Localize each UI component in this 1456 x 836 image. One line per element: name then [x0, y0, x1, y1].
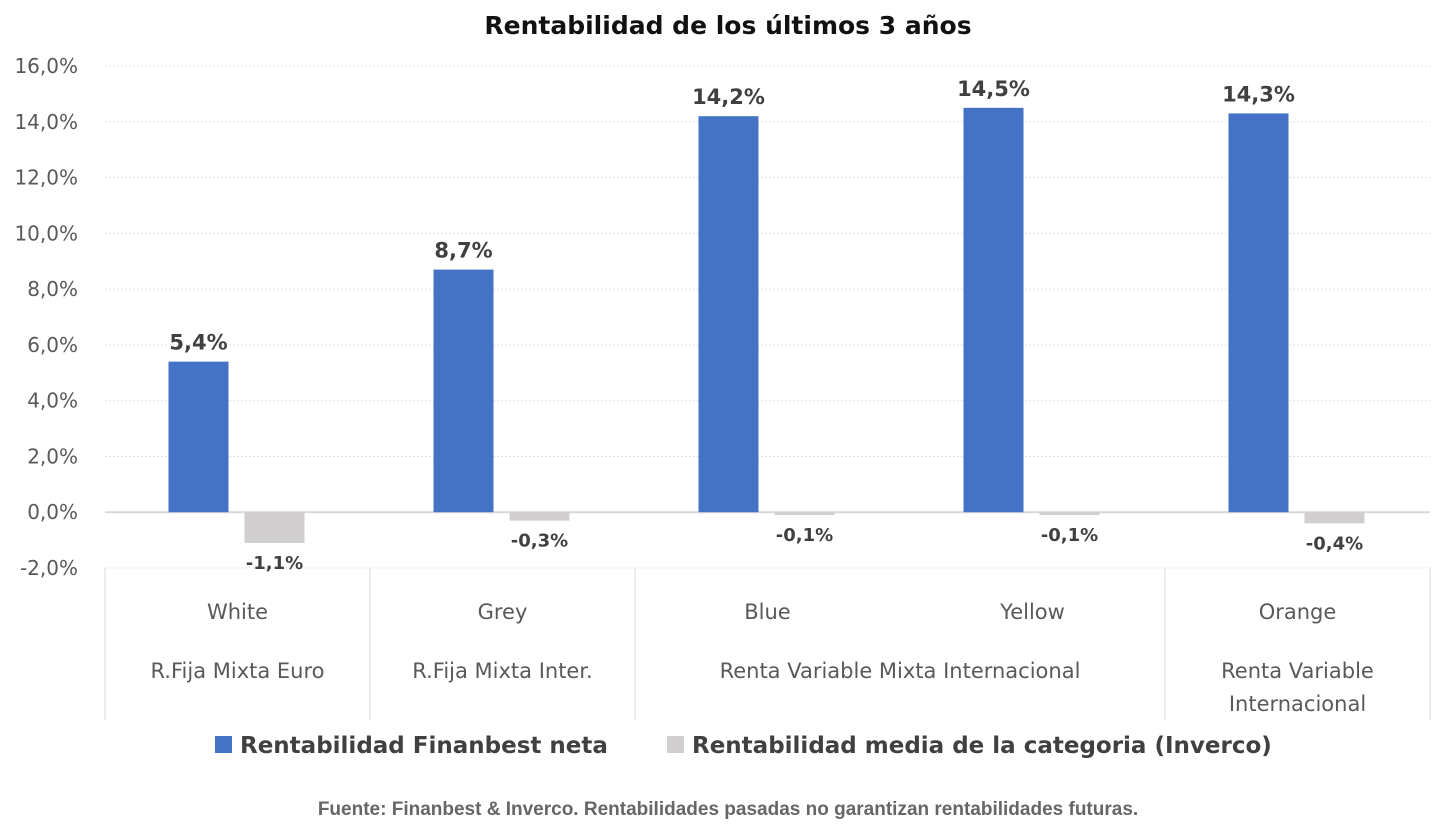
bar-finanbest	[433, 269, 494, 513]
y-tick-label: 8,0%	[27, 277, 78, 301]
data-label: 14,2%	[692, 85, 765, 109]
y-tick-label: -2,0%	[20, 556, 78, 580]
data-label: 8,7%	[434, 239, 492, 263]
data-label: -0,1%	[776, 525, 833, 546]
footer-source: Fuente: Finanbest & Inverco. Rentabilida…	[318, 799, 1138, 820]
legend-label: Rentabilidad Finanbest neta	[240, 733, 608, 759]
y-tick-label: 0,0%	[27, 500, 78, 524]
y-tick-label: 10,0%	[14, 221, 78, 245]
data-label: 5,4%	[169, 331, 227, 355]
bar-inverco	[774, 512, 835, 516]
bar-inverco	[509, 512, 570, 521]
group-label: R.Fija Mixta Inter.	[412, 659, 592, 683]
y-tick-label: 2,0%	[27, 444, 78, 468]
bar-finanbest	[168, 361, 229, 513]
category-label: Grey	[478, 600, 528, 624]
category-label: Orange	[1259, 600, 1337, 624]
bar-finanbest	[1228, 113, 1289, 513]
category-label: White	[207, 600, 268, 624]
legend-label: Rentabilidad media de la categoria (Inve…	[692, 733, 1272, 759]
category-label: Blue	[744, 600, 790, 624]
group-label: Internacional	[1229, 692, 1366, 716]
chart-title: Rentabilidad de los últimos 3 años	[484, 11, 971, 40]
bar-inverco	[244, 512, 305, 543]
bar-finanbest	[963, 107, 1024, 513]
data-label: 14,5%	[957, 77, 1030, 101]
y-tick-label: 6,0%	[27, 333, 78, 357]
data-label: 14,3%	[1222, 82, 1295, 106]
y-tick-label: 12,0%	[14, 166, 78, 190]
y-tick-label: 14,0%	[14, 110, 78, 134]
bar-inverco	[1304, 512, 1365, 524]
data-label: -0,4%	[1306, 533, 1363, 554]
y-tick-label: 16,0%	[14, 54, 78, 78]
category-label: Yellow	[999, 600, 1065, 624]
y-tick-label: 4,0%	[27, 389, 78, 413]
data-label: -1,1%	[246, 553, 303, 574]
data-label: -0,1%	[1041, 525, 1098, 546]
group-label: Renta Variable	[1221, 659, 1374, 683]
bar-inverco	[1039, 512, 1100, 516]
data-label: -0,3%	[511, 531, 568, 552]
bar-finanbest	[698, 116, 759, 513]
legend-swatch	[667, 736, 684, 753]
legend-swatch	[215, 736, 232, 753]
group-label: Renta Variable Mixta Internacional	[720, 659, 1081, 683]
group-label: R.Fija Mixta Euro	[150, 659, 324, 683]
